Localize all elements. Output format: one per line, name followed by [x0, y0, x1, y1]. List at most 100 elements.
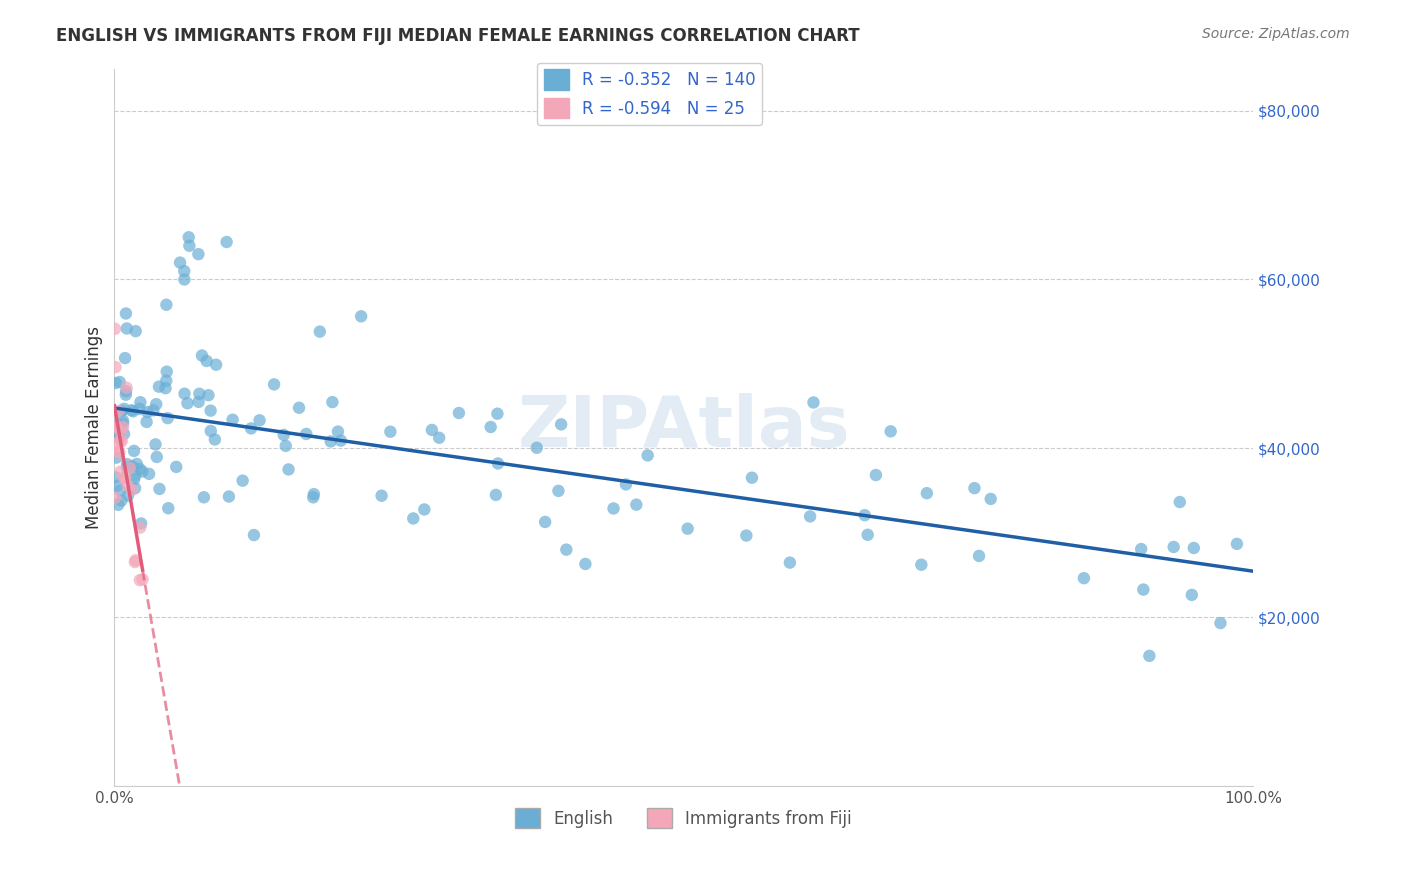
English: [117, 489, 139, 503]
Immigrants from Fiji: [124, 555, 146, 569]
English: [176, 396, 198, 410]
Immigrants from Fiji: [105, 420, 128, 434]
English: [111, 413, 134, 427]
English: [295, 426, 318, 441]
English: [105, 478, 128, 492]
English: [165, 459, 187, 474]
English: [263, 377, 285, 392]
English: [120, 403, 142, 417]
Immigrants from Fiji: [131, 572, 153, 586]
Immigrants from Fiji: [117, 479, 139, 493]
English: [1163, 540, 1185, 554]
Immigrants from Fiji: [118, 461, 141, 475]
English: [191, 349, 214, 363]
English: [110, 493, 132, 508]
English: [114, 387, 136, 401]
English: [486, 457, 509, 471]
Immigrants from Fiji: [129, 520, 152, 534]
Immigrants from Fiji: [110, 465, 132, 479]
English: [350, 310, 373, 324]
English: [110, 483, 132, 498]
Immigrants from Fiji: [111, 434, 134, 448]
English: [187, 247, 209, 261]
English: [485, 488, 508, 502]
Immigrants from Fiji: [108, 445, 131, 459]
English: [967, 549, 990, 563]
Immigrants from Fiji: [110, 434, 132, 448]
Legend: English, Immigrants from Fiji: English, Immigrants from Fiji: [509, 801, 859, 835]
Immigrants from Fiji: [104, 437, 127, 451]
English: [910, 558, 932, 572]
English: [155, 374, 177, 388]
English: [173, 386, 195, 401]
English: [128, 401, 150, 416]
English: [853, 508, 876, 523]
Immigrants from Fiji: [124, 553, 146, 567]
English: [187, 395, 209, 409]
English: [427, 431, 450, 445]
English: [108, 430, 131, 444]
English: [380, 425, 402, 439]
English: [779, 556, 801, 570]
English: [131, 465, 153, 479]
English: [329, 434, 352, 448]
English: [169, 255, 191, 269]
Immigrants from Fiji: [112, 471, 135, 485]
English: [486, 407, 509, 421]
English: [526, 441, 548, 455]
Text: ZIPAtlas: ZIPAtlas: [517, 392, 851, 462]
English: [115, 321, 138, 335]
English: [114, 351, 136, 365]
English: [108, 375, 131, 389]
English: [534, 515, 557, 529]
English: [112, 426, 135, 441]
English: [413, 502, 436, 516]
English: [142, 403, 165, 417]
English: [1130, 542, 1153, 557]
English: [105, 450, 128, 465]
Immigrants from Fiji: [107, 404, 129, 418]
English: [155, 381, 177, 395]
English: [115, 306, 138, 320]
English: [218, 490, 240, 504]
English: [288, 401, 311, 415]
English: [125, 457, 148, 471]
English: [626, 498, 648, 512]
English: [115, 461, 138, 475]
English: [107, 498, 129, 512]
Immigrants from Fiji: [104, 322, 127, 336]
English: [200, 424, 222, 438]
English: [980, 491, 1002, 506]
English: [550, 417, 572, 432]
English: [155, 298, 177, 312]
English: [145, 397, 167, 411]
Y-axis label: Median Female Earnings: Median Female Earnings: [86, 326, 103, 529]
Immigrants from Fiji: [114, 470, 136, 484]
English: [879, 425, 901, 439]
English: [326, 425, 349, 439]
English: [105, 428, 128, 442]
English: [735, 528, 758, 542]
English: [602, 501, 624, 516]
English: [195, 354, 218, 368]
English: [243, 528, 266, 542]
English: [204, 433, 226, 447]
English: [115, 457, 138, 471]
English: [107, 420, 129, 434]
English: [104, 470, 127, 484]
English: [479, 420, 502, 434]
English: [240, 421, 263, 435]
English: [205, 358, 228, 372]
English: [319, 434, 342, 449]
English: [1182, 541, 1205, 555]
English: [614, 477, 637, 491]
English: [865, 468, 887, 483]
English: [249, 413, 271, 427]
English: [136, 405, 159, 419]
English: [111, 404, 134, 418]
English: [799, 509, 821, 524]
English: [112, 401, 135, 416]
Immigrants from Fiji: [121, 483, 143, 497]
English: [121, 459, 143, 474]
English: [122, 443, 145, 458]
